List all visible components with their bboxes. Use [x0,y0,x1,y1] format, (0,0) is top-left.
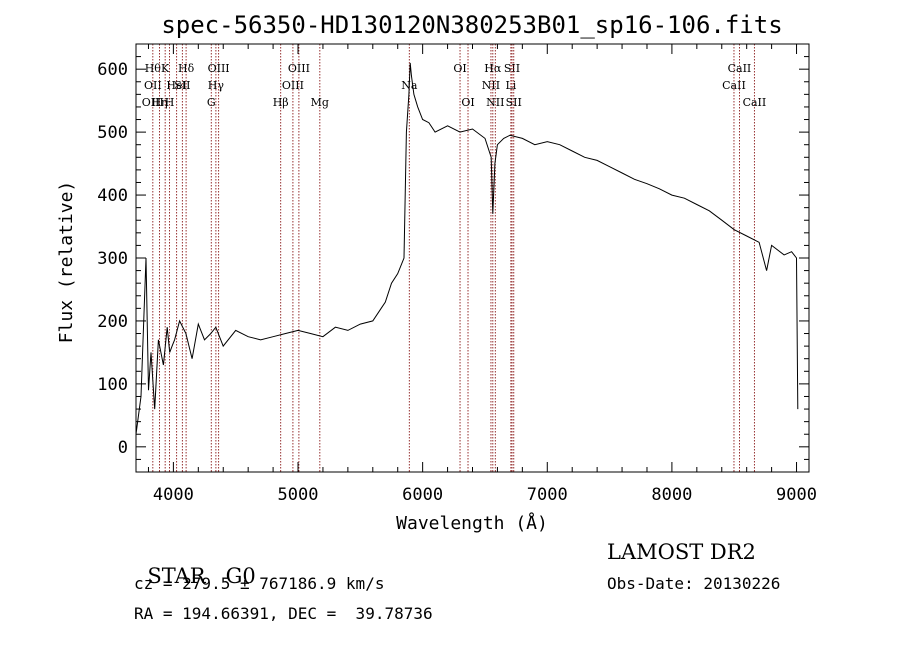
obs-date: Obs-Date: 20130226 [607,574,781,593]
line-marker-label: OIII [288,62,310,75]
line-marker-label: H [165,96,175,109]
y-tick-label: 600 [97,60,128,80]
y-tick-label: 0 [118,438,128,458]
line-marker-label: OIII [282,79,304,92]
line-marker-label: NII [486,96,504,109]
x-axis: 4000 5000 6000 7000 8000 9000 [147,44,817,505]
line-marker-label: Hγ [208,79,225,92]
x-tick-label: 9000 [776,485,817,505]
line-marker-label: CaII [743,96,767,109]
line-marker-label: Hδ [178,62,195,75]
line-marker-label: Hβ [273,96,289,109]
chart-title: spec-56350-HD130120N380253B01_sp16-106.f… [161,11,782,39]
line-marker-label: SII [506,96,522,109]
coordinates: RA = 194.66391, DEC = 39.78736 [134,604,433,623]
x-tick-label: 4000 [153,485,194,505]
line-marker-label: OI [461,96,474,109]
class-label: STAR [147,564,206,588]
line-marker-label: NII [482,79,500,92]
line-marker-label: Li [505,79,516,92]
line-marker-label: OII [144,79,162,92]
line-marker-label: K [161,62,170,75]
x-tick-label: 8000 [651,485,692,505]
object-class: STAR G0 [134,540,256,588]
y-tick-label: 100 [97,375,128,395]
x-tick-label: 7000 [527,485,568,505]
spectrum-line [135,62,799,435]
line-marker-label: CaII [722,79,746,92]
y-axis-label: Flux (relative) [56,181,77,344]
line-marker-label: OIII [208,62,230,75]
survey-label: LAMOST DR2 [607,540,756,564]
y-tick-label: 400 [97,186,128,206]
line-marker-label: OI [453,62,466,75]
spectral-line-markers: HθOIIOIIIHηKHHeISIIHδGHγOIIIHβOIIIOIIIMg… [142,44,766,472]
x-tick-label: 5000 [278,485,319,505]
y-tick-label: 200 [97,312,128,332]
redshift-line: cz = 279.5 ± 767186.9 km/s [134,574,385,593]
line-marker-label: SII [504,62,520,75]
line-marker-label: Mg [311,96,329,109]
y-axis: 0 100 200 300 400 500 600 [97,43,809,460]
line-marker-label: OIII [142,96,164,109]
line-marker-label: Hη [151,96,167,109]
x-tick-label: 6000 [402,485,443,505]
line-marker-label: Hα [484,62,502,75]
line-marker-label: SII [174,79,190,92]
x-axis-label: Wavelength (Å) [396,512,548,534]
line-marker-label: HeI [166,79,186,92]
y-tick-label: 500 [97,123,128,143]
y-tick-label: 300 [97,249,128,269]
subclass-label: G0 [225,564,256,588]
line-marker-label: CaII [728,62,752,75]
line-marker-label: G [207,96,216,109]
line-marker-label: Hθ [145,62,162,75]
